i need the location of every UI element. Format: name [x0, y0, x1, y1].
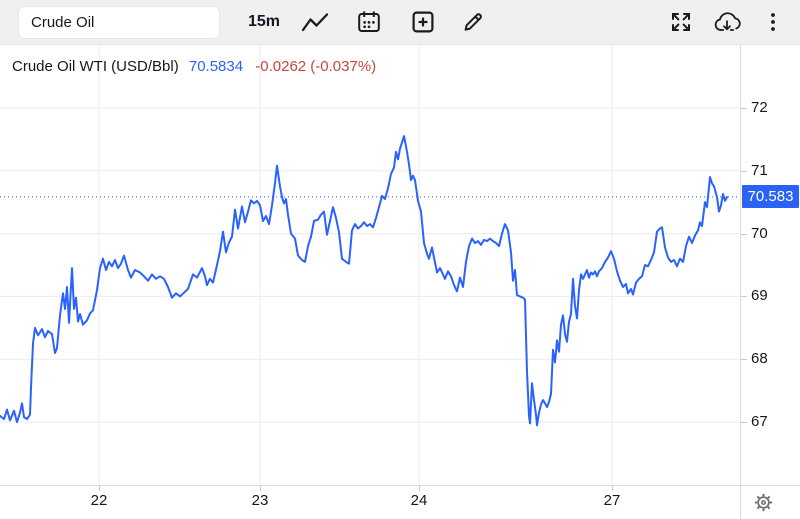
drawing-tools-button[interactable]	[458, 7, 488, 37]
price-tick-mark	[741, 107, 747, 109]
chart-style-button[interactable]	[300, 7, 330, 37]
save-load-button[interactable]	[712, 7, 742, 37]
time-tick-label: 24	[410, 492, 428, 509]
current-price-badge: 70.583	[742, 185, 799, 209]
symbol-search-input[interactable]	[18, 5, 220, 39]
interval-selector[interactable]: 15m	[248, 13, 281, 30]
price-tick-label: 69	[751, 287, 768, 305]
price-tick-mark	[741, 170, 747, 172]
chart-area[interactable]	[0, 45, 740, 485]
calendar-icon	[358, 11, 380, 32]
price-tick-mark	[741, 422, 747, 424]
fullscreen-button[interactable]	[666, 7, 696, 37]
chart-settings-button[interactable]	[754, 493, 773, 512]
price-tick-label: 67	[751, 413, 768, 431]
time-scale[interactable]: 22 23 24 27	[0, 485, 740, 519]
legend-last-price: 70.5834	[188, 58, 244, 75]
cloud-download-icon	[714, 11, 741, 31]
time-tick-label: 23	[251, 492, 269, 509]
line-chart-icon	[301, 13, 329, 32]
date-range-button[interactable]	[354, 7, 384, 37]
price-series-line	[0, 135, 728, 427]
kebab-menu-icon	[771, 13, 775, 31]
toolbar-right-group	[666, 7, 800, 37]
time-tick-mark	[99, 486, 100, 491]
legend-symbol-title: Crude Oil WTI (USD/Bbl)	[12, 58, 179, 75]
price-scale[interactable]: 70.583 67 68 69 70 71 72	[740, 45, 800, 485]
scale-settings-corner	[740, 485, 800, 519]
price-tick-label: 68	[751, 350, 768, 368]
gear-icon	[754, 493, 773, 512]
fullscreen-icon	[672, 13, 690, 31]
price-tick-label: 70	[751, 224, 768, 242]
chart-legend: Crude Oil WTI (USD/Bbl) 70.5834 -0.0262 …	[12, 58, 376, 75]
pencil-icon	[464, 13, 482, 31]
time-tick-mark	[612, 486, 613, 491]
time-tick-label: 27	[603, 492, 621, 509]
price-tick-label: 72	[751, 98, 768, 116]
add-indicator-button[interactable]	[408, 7, 438, 37]
price-tick-mark	[741, 233, 747, 235]
legend-change: -0.0262 (-0.037%)	[255, 58, 377, 75]
price-tick-mark	[741, 359, 747, 361]
price-tick-mark	[741, 296, 747, 298]
plus-box-icon	[412, 11, 434, 33]
chart-widget: Crude Oil WTI (USD/Bbl) 70.5834 -0.0262 …	[0, 45, 800, 519]
time-tick-label: 22	[90, 492, 108, 509]
time-tick-mark	[419, 486, 420, 491]
price-tick-label: 71	[751, 161, 768, 179]
time-tick-mark	[260, 486, 261, 491]
more-menu-button[interactable]	[758, 7, 788, 37]
top-toolbar: 15m	[0, 0, 800, 45]
